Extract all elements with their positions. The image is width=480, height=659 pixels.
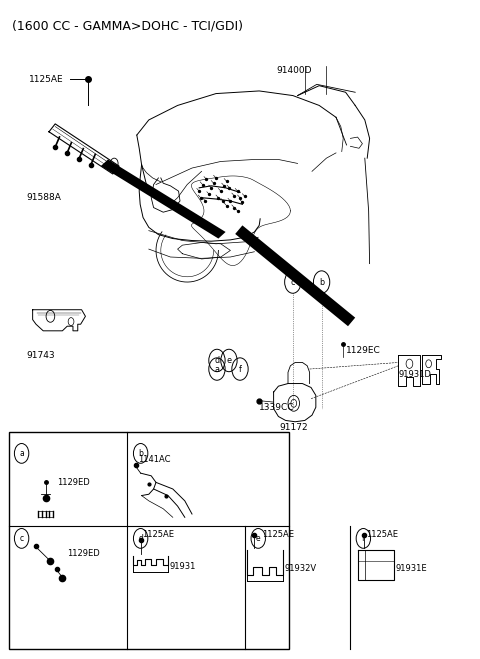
Bar	[9, 432, 289, 649]
Text: 1125AE: 1125AE	[142, 530, 174, 539]
Text: d: d	[138, 534, 143, 543]
Text: 1125AE: 1125AE	[366, 530, 398, 539]
Text: 91931: 91931	[169, 562, 196, 571]
Text: f: f	[362, 534, 365, 543]
Text: (1600 CC - GAMMA>DOHC - TCI/GDI): (1600 CC - GAMMA>DOHC - TCI/GDI)	[12, 20, 243, 33]
Text: 91932V: 91932V	[285, 563, 317, 573]
Text: a: a	[19, 449, 24, 458]
Text: 91743: 91743	[26, 351, 55, 360]
Text: e: e	[256, 534, 261, 543]
Text: 1125AE: 1125AE	[29, 74, 63, 84]
Text: 91931E: 91931E	[395, 563, 427, 573]
Text: 1129ED: 1129ED	[67, 549, 100, 558]
Text: 91400D: 91400D	[276, 66, 312, 75]
Text: 91172: 91172	[279, 422, 308, 432]
Polygon shape	[235, 225, 355, 326]
Polygon shape	[101, 159, 226, 239]
Text: 1125AE: 1125AE	[262, 530, 294, 539]
Text: d: d	[215, 356, 219, 365]
Text: 1141AC: 1141AC	[138, 455, 170, 464]
Text: c: c	[20, 534, 24, 543]
Text: a: a	[215, 364, 219, 374]
Text: 1339CC: 1339CC	[259, 403, 295, 412]
Text: b: b	[319, 277, 324, 287]
Text: 1129ED: 1129ED	[57, 478, 89, 487]
Text: 1129EC: 1129EC	[346, 346, 380, 355]
Text: 91931D: 91931D	[398, 370, 431, 379]
Text: e: e	[227, 356, 231, 365]
Text: 91588A: 91588A	[26, 193, 61, 202]
Text: c: c	[290, 277, 295, 287]
Text: b: b	[138, 449, 143, 458]
Text: f: f	[239, 364, 241, 374]
